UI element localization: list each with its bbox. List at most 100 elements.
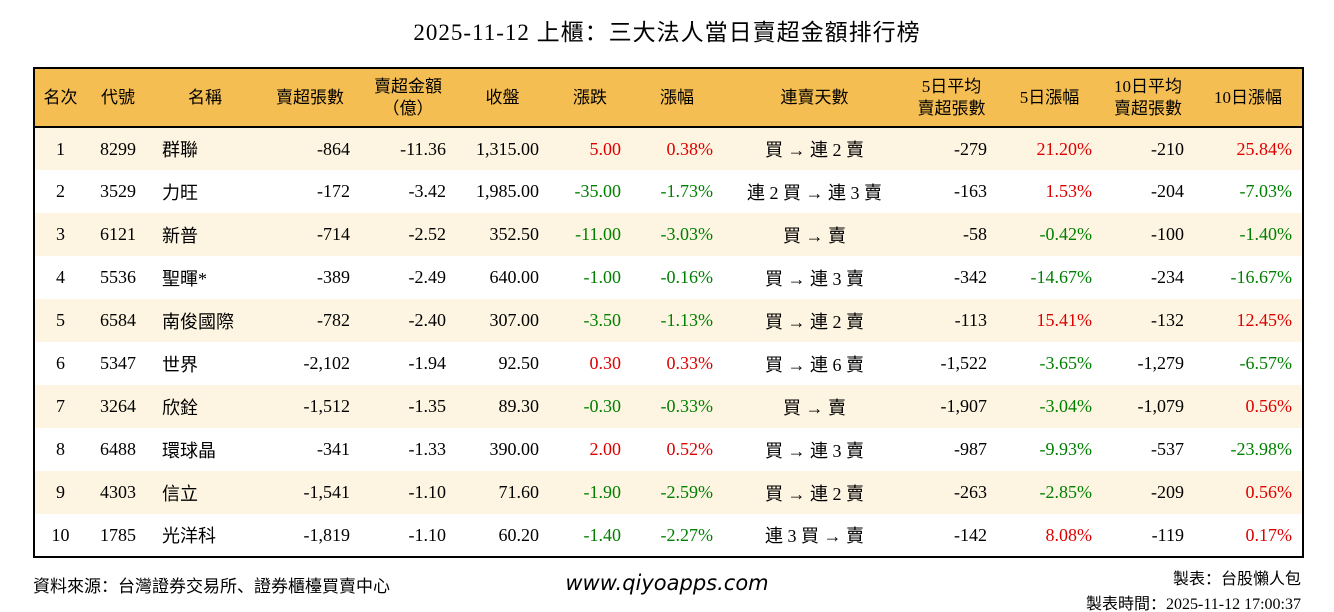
cell-sell-volume: -782 <box>317 310 350 330</box>
table-row: 6 5347 世界 -2,102 -1.94 92.50 0.30 0.33% 買 → 連 6 … <box>34 342 1303 385</box>
cell-rank: 1 <box>56 138 65 159</box>
col-header-code: 代號 <box>101 87 135 107</box>
cell-chg10: -7.03% <box>1239 181 1293 201</box>
cell-rank: 5 <box>56 310 65 330</box>
table-row: 4 5536 聖暉* -389 -2.49 640.00 -1.00 -0.16% 買 → 連 … <box>34 256 1303 299</box>
cell-name: 欣銓 <box>162 397 198 418</box>
cell-code: 4303 <box>100 482 136 502</box>
cell-chg10: 25.84% <box>1236 138 1293 159</box>
cell-sell-amount: -1.94 <box>408 353 447 373</box>
col-header-chg5: 5日漲幅 <box>1019 87 1080 107</box>
cell-sell-amount: -2.49 <box>408 267 447 287</box>
cell-change: 0.30 <box>589 353 622 373</box>
cell-rank: 4 <box>56 267 65 287</box>
cell-sell-streak: 買 → 連 2 賣 <box>765 483 864 504</box>
cell-avg5: -279 <box>954 138 987 159</box>
cell-change-pct: -0.33% <box>660 396 714 416</box>
cell-chg10: 12.45% <box>1236 310 1293 330</box>
cell-sell-streak: 連 2 買 → 連 3 賣 <box>747 182 882 203</box>
cell-chg5: 1.53% <box>1045 181 1093 201</box>
cell-name: 信立 <box>162 483 198 504</box>
cell-code: 6584 <box>100 310 136 330</box>
cell-name: 光洋科 <box>162 526 216 546</box>
cell-rank: 6 <box>56 353 65 373</box>
footer: 資料來源：台灣證券交易所、證券櫃檯買賣中心 www.qiyoapps.com 製… <box>33 568 1301 612</box>
cell-change: -35.00 <box>574 181 622 201</box>
table-row: 10 1785 光洋科 -1,819 -1.10 60.20 -1.40 -2.27% 連 3 … <box>34 514 1303 557</box>
cell-change: -1.00 <box>583 267 622 287</box>
cell-name: 環球晶 <box>162 440 216 461</box>
cell-rank: 9 <box>56 482 65 502</box>
col-header-sell-volume: 賣超張數 <box>276 87 344 107</box>
cell-code: 3264 <box>100 396 136 416</box>
ranking-table: 名次 代號 名稱 賣超張數 賣超金額 （億） 收盤 漲跌 漲幅 連賣天數 5日平均 賣超張數 5日漲… <box>33 67 1304 558</box>
cell-rank: 7 <box>56 396 65 416</box>
cell-close: 1,985.00 <box>476 181 539 201</box>
data-source-note: 資料來源：台灣證券交易所、證券櫃檯買賣中心 <box>33 577 390 596</box>
col-header-close: 收盤 <box>485 87 520 107</box>
cell-name: 力旺 <box>162 182 198 203</box>
cell-sell-amount: -2.52 <box>408 224 447 244</box>
cell-chg10: -6.57% <box>1239 353 1293 373</box>
cell-change-pct: -1.73% <box>660 181 714 201</box>
maker-name: 製表：台股懶人包 <box>1172 571 1301 588</box>
cell-chg5: -9.93% <box>1039 439 1093 459</box>
cell-chg10: 0.56% <box>1245 482 1293 502</box>
cell-change: -1.40 <box>583 524 622 545</box>
cell-avg5: -58 <box>963 224 987 244</box>
cell-chg10: -1.40% <box>1239 224 1293 244</box>
cell-sell-streak: 買 → 賣 <box>783 225 846 246</box>
cell-name: 新普 <box>162 225 198 246</box>
cell-sell-streak: 買 → 連 2 賣 <box>765 140 864 160</box>
cell-rank: 10 <box>51 524 70 545</box>
cell-name: 群聯 <box>162 140 198 160</box>
cell-avg5: -142 <box>954 524 987 545</box>
cell-chg5: -3.04% <box>1039 396 1093 416</box>
cell-change: -11.00 <box>575 224 621 244</box>
table-row: 7 3264 欣銓 -1,512 -1.35 89.30 -0.30 -0.33% 買 → 賣 -… <box>34 385 1303 428</box>
table-row: 2 3529 力旺 -172 -3.42 1,985.00 -35.00 -1.73% 連 2 … <box>34 170 1303 213</box>
cell-avg5: -113 <box>954 310 987 330</box>
col-header-chg10: 10日漲幅 <box>1214 87 1282 107</box>
cell-close: 92.50 <box>498 353 540 373</box>
cell-avg5: -163 <box>954 181 987 201</box>
cell-change: -0.30 <box>583 396 622 416</box>
cell-change-pct: -3.03% <box>660 224 714 244</box>
table-row: 9 4303 信立 -1,541 -1.10 71.60 -1.90 -2.59% 買 → 連 … <box>34 471 1303 514</box>
cell-sell-streak: 買 → 連 3 賣 <box>765 440 864 461</box>
cell-code: 1785 <box>100 524 136 545</box>
cell-code: 5347 <box>100 353 136 373</box>
ranking-table-container: 名次 代號 名稱 賣超張數 賣超金額 （億） 收盤 漲跌 漲幅 連賣天數 5日平均 賣超張數 5日漲… <box>33 67 1304 558</box>
cell-change-pct: -0.16% <box>660 267 714 287</box>
maker-block: 製表：台股懶人包 製表時間：2025-11-12 17:00:37 <box>769 568 1301 612</box>
cell-sell-volume: -1,819 <box>303 524 351 545</box>
table-row: 5 6584 南俊國際 -782 -2.40 307.00 -3.50 -1.13% 買 → 連… <box>34 299 1303 342</box>
cell-sell-amount: -1.35 <box>408 396 447 416</box>
cell-sell-amount: -2.40 <box>408 310 447 330</box>
cell-chg5: 8.08% <box>1045 524 1093 545</box>
col-header-sell-amount: 賣超金額 （億） <box>374 77 442 118</box>
col-header-change: 漲跌 <box>573 87 607 107</box>
header-row: 名次 代號 名稱 賣超張數 賣超金額 （億） 收盤 漲跌 漲幅 連賣天數 5日平均 賣超張數 5日漲… <box>34 68 1303 127</box>
cell-sell-volume: -714 <box>317 224 350 244</box>
cell-close: 60.20 <box>498 524 540 545</box>
cell-change: -1.90 <box>583 482 622 502</box>
cell-close: 390.00 <box>489 439 540 459</box>
cell-code: 6488 <box>100 439 136 459</box>
table-row: 8 6488 環球晶 -341 -1.33 390.00 2.00 0.52% 買 → 連 3 … <box>34 428 1303 471</box>
cell-sell-volume: -1,512 <box>303 396 351 416</box>
cell-avg5: -987 <box>954 439 987 459</box>
cell-rank: 3 <box>56 224 65 244</box>
cell-change: -3.50 <box>583 310 622 330</box>
cell-close: 71.60 <box>498 482 540 502</box>
table-body: 1 8299 群聯 -864 -11.36 1,315.00 5.00 0.38% 買 → 連 … <box>34 127 1303 557</box>
cell-close: 352.50 <box>489 224 540 244</box>
cell-sell-volume: -341 <box>317 439 350 459</box>
cell-sell-volume: -1,541 <box>303 482 351 502</box>
cell-sell-streak: 買 → 連 2 賣 <box>765 311 864 332</box>
cell-chg5: -0.42% <box>1039 224 1093 244</box>
cell-chg5: -3.65% <box>1039 353 1093 373</box>
cell-name: 聖暉* <box>162 268 207 289</box>
cell-name: 世界 <box>162 354 198 375</box>
cell-change-pct: 0.52% <box>666 439 714 459</box>
